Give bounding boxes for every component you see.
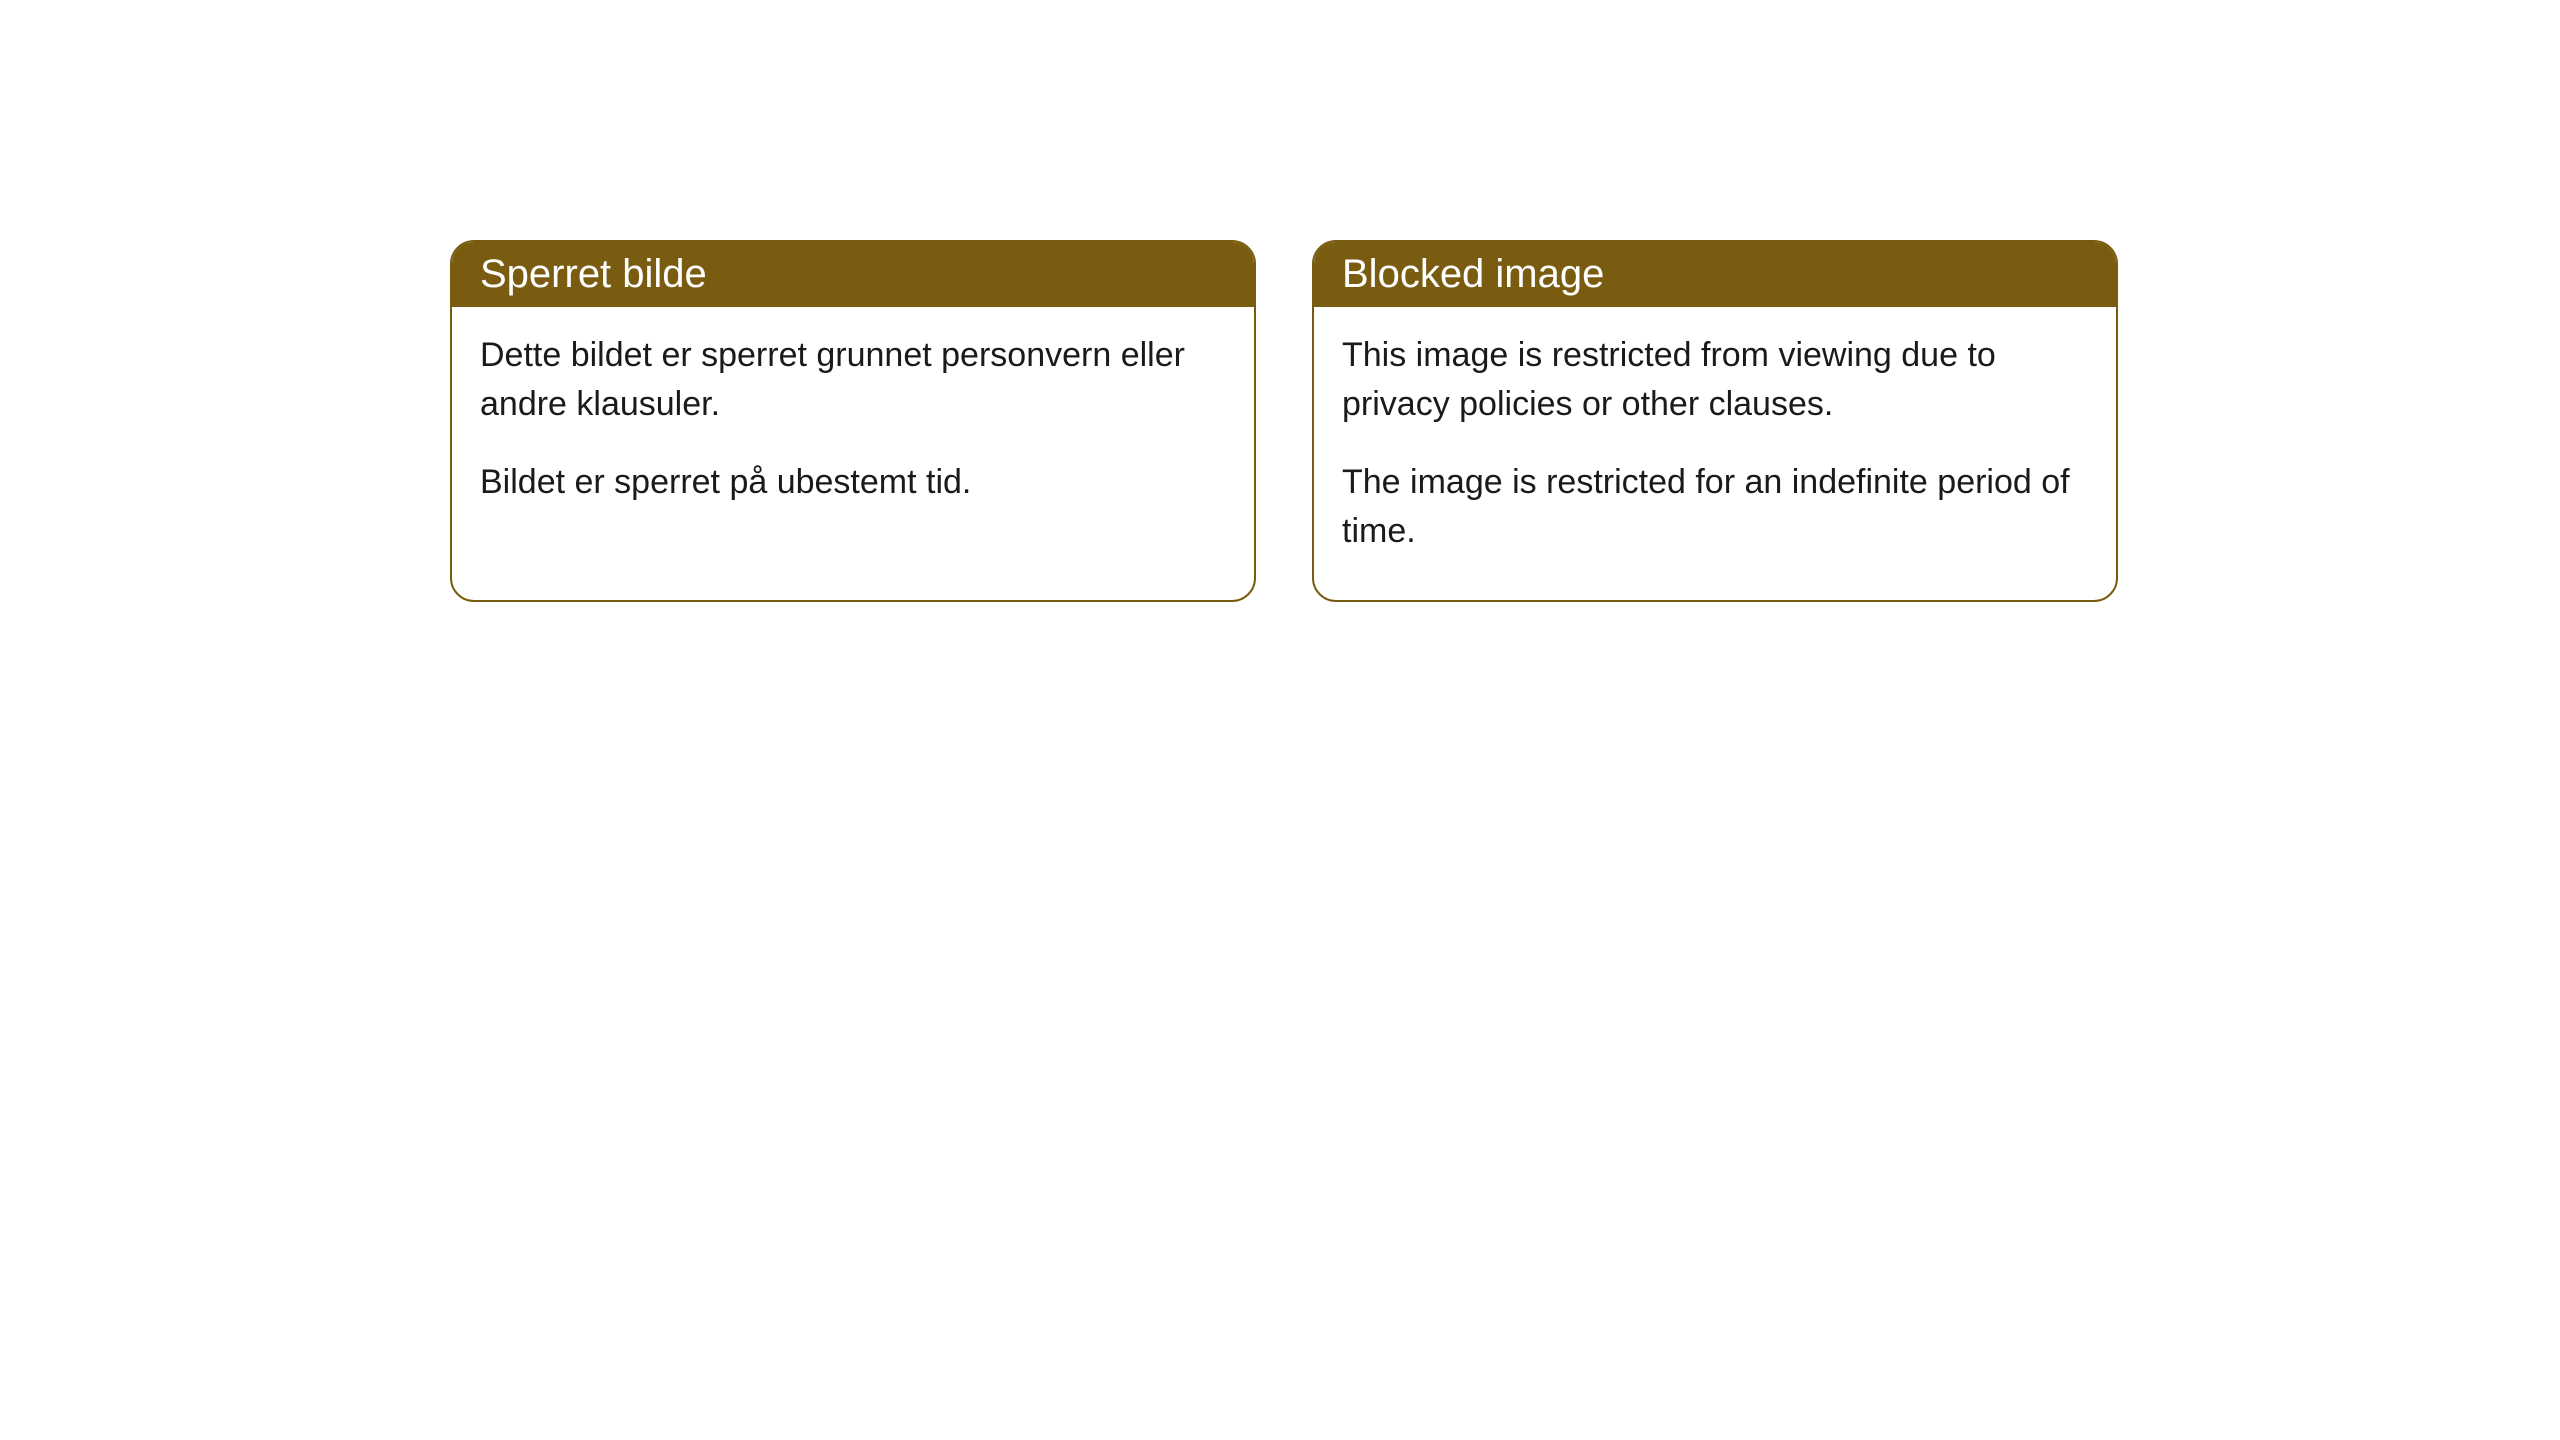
- card-text-en-1: This image is restricted from viewing du…: [1342, 331, 2088, 430]
- card-text-no-1: Dette bildet er sperret grunnet personve…: [480, 331, 1226, 430]
- notice-cards-container: Sperret bilde Dette bildet er sperret gr…: [450, 240, 2118, 602]
- card-header-en: Blocked image: [1314, 242, 2116, 307]
- blocked-image-card-no: Sperret bilde Dette bildet er sperret gr…: [450, 240, 1256, 602]
- card-text-no-2: Bildet er sperret på ubestemt tid.: [480, 458, 1226, 507]
- card-body-no: Dette bildet er sperret grunnet personve…: [452, 307, 1254, 551]
- card-header-no: Sperret bilde: [452, 242, 1254, 307]
- card-text-en-2: The image is restricted for an indefinit…: [1342, 458, 2088, 557]
- blocked-image-card-en: Blocked image This image is restricted f…: [1312, 240, 2118, 602]
- card-body-en: This image is restricted from viewing du…: [1314, 307, 2116, 600]
